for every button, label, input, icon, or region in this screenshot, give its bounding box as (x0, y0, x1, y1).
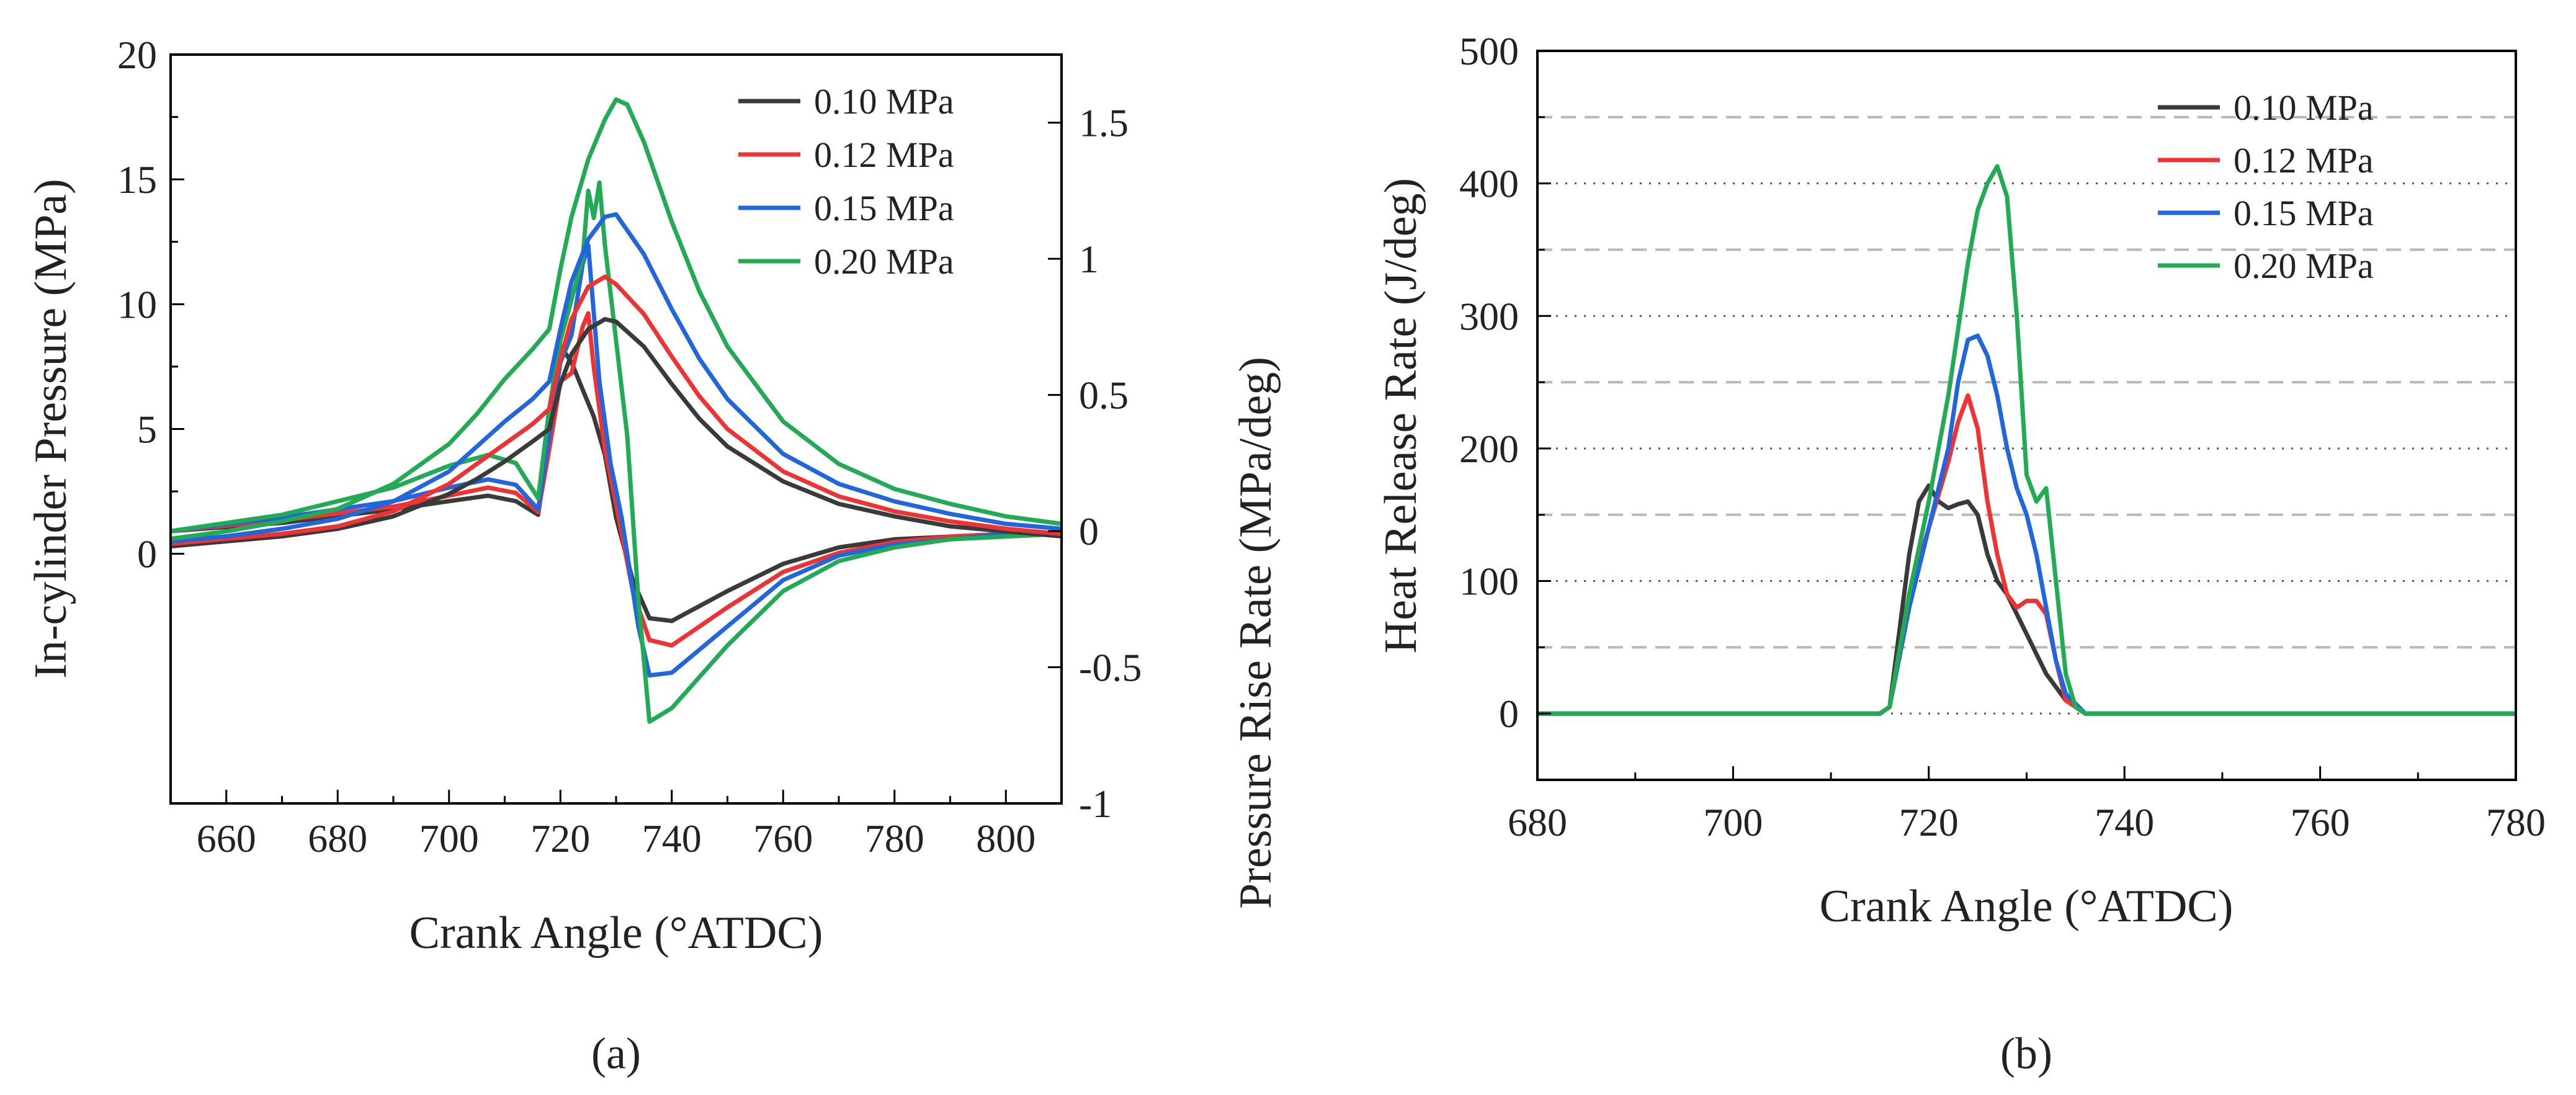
panel-a-left-y-axis-label: In-cylinder Pressure (MPa) (25, 179, 76, 679)
panel-a-x-tick-label: 680 (308, 816, 367, 860)
panel-a-ticks: 660 680 700 720 740 760 780 800 0 5 10 15 20 -1 -0.5 0 0… (117, 33, 1142, 860)
panel-b-legend: 0.10 MPa 0.12 MPa 0.15 MPa 0.20 MPa (2158, 87, 2374, 286)
panel-a-pressure-line-2 (170, 274, 1062, 547)
panel-a-prr-line-2 (170, 311, 1062, 648)
panel-b-legend-label-1: 0.10 MPa (2234, 87, 2374, 128)
panel-b-y-tick-label: 500 (1459, 29, 1519, 73)
panel-b-x-tick-label: 760 (2291, 800, 2350, 844)
panel-a-right-y-tick-label: 1 (1079, 237, 1099, 281)
panel-a-series (170, 97, 1062, 724)
panel-a-pressure-line-4 (170, 97, 1062, 541)
panel-a-legend-label-1: 0.10 MPa (814, 81, 954, 122)
panel-b-series (1537, 164, 2516, 716)
panel-a-right-y-tick-label: -0.5 (1079, 646, 1142, 690)
panel-b-grid (1537, 115, 2516, 715)
panel-a-x-tick-label: 780 (865, 816, 924, 860)
panel-b-x-tick-label: 740 (2095, 800, 2154, 844)
panel-a-x-tick-label: 760 (753, 816, 813, 860)
panel-a-legend: 0.10 MPa 0.12 MPa 0.15 MPa 0.20 MPa (738, 81, 954, 282)
panel-a-prr-line-3 (170, 243, 1062, 678)
panel-a-prr-line-4 (170, 180, 1062, 724)
panel-a-x-tick-label: 660 (197, 816, 256, 860)
panel-a-x-axis-label: Crank Angle (°ATDC) (409, 908, 823, 959)
panel-a-legend-label-3: 0.15 MPa (814, 188, 954, 228)
panel-a-right-y-axis-label: Pressure Rise Rate (MPa/deg) (1230, 357, 1281, 909)
panel-a-x-tick-label: 700 (419, 816, 479, 860)
panel-b-y-tick-label: 300 (1459, 294, 1519, 338)
panel-a-x-tick-label: 740 (642, 816, 702, 860)
panel-a-x-tick-label: 800 (976, 816, 1035, 860)
panel-b-label: (b) (2000, 1029, 2052, 1078)
panel-b-legend-label-2: 0.12 MPa (2234, 140, 2374, 181)
panel-b-hrr-line-1 (1537, 483, 2516, 716)
panel-b-x-tick-label: 700 (1703, 800, 1763, 844)
panel-a-pressure-line-1 (170, 317, 1062, 549)
panel-a-right-y-tick-label: 0.5 (1079, 373, 1129, 418)
panel-a-right-y-tick-label: 0 (1079, 509, 1099, 553)
panel-a-prr-line-1 (170, 344, 1062, 623)
panel-a-legend-label-2: 0.12 MPa (814, 135, 954, 175)
panel-a-left-y-tick-label: 10 (117, 282, 157, 326)
panel-b-x-axis-label: Crank Angle (°ATDC) (1820, 881, 2234, 932)
panel-a-label: (a) (591, 1029, 641, 1078)
panel-b-y-tick-label: 400 (1459, 162, 1519, 206)
panel-a-left-y-tick-label: 20 (117, 33, 157, 77)
panel-b-hrr-line-4 (1537, 164, 2516, 716)
panel-a-left-y-tick-label: 5 (137, 408, 157, 452)
panel-a-pressure-line-3 (170, 212, 1062, 543)
panel-b-ticks: 680 700 720 740 760 780 0 100 200 300 400 500 (1459, 29, 2546, 844)
panel-b-y-tick-label: 0 (1499, 692, 1519, 736)
panel-b-chart: 680 700 720 740 760 780 0 100 200 300 400 500 Crank… (1375, 29, 2546, 1078)
panel-b-y-tick-label: 200 (1459, 427, 1519, 471)
panel-a-chart: 660 680 700 720 740 760 780 800 0 5 10 15 20 -1 -0.5 0 0… (25, 33, 1281, 1078)
panel-b-x-tick-label: 780 (2486, 800, 2546, 844)
panel-b-x-tick-label: 680 (1508, 800, 1567, 844)
panel-a-left-y-tick-label: 15 (117, 158, 157, 202)
panel-b-y-axis-label: Heat Release Rate (J/deg) (1375, 178, 1426, 653)
panel-a-legend-label-4: 0.20 MPa (814, 241, 954, 282)
panel-b-x-tick-label: 720 (1899, 800, 1959, 844)
panel-b-y-tick-label: 100 (1459, 560, 1519, 604)
panel-b-legend-label-4: 0.20 MPa (2234, 246, 2374, 286)
panel-a-right-y-tick-label: -1 (1079, 782, 1112, 826)
panel-a-left-y-tick-label: 0 (137, 532, 157, 576)
panel-a-x-tick-label: 720 (530, 816, 590, 860)
panel-a-right-y-tick-label: 1.5 (1079, 101, 1129, 145)
panel-b-legend-label-3: 0.15 MPa (2234, 193, 2374, 233)
panel-b-hrr-line-3 (1537, 333, 2516, 716)
